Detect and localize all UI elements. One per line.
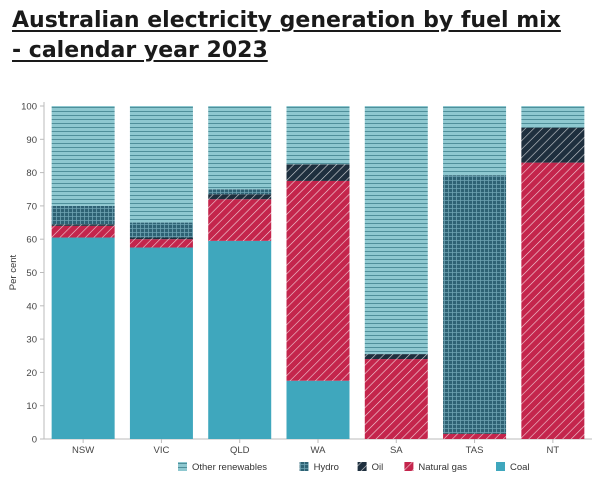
y-tick-label: 60 <box>26 235 37 246</box>
bar-segment-nt-natural-gas <box>521 162 585 440</box>
y-tick-label: 0 <box>32 435 37 446</box>
bar-segment-vic-other-renewables <box>129 106 193 223</box>
bar-segment-vic-oil <box>129 237 193 240</box>
y-tick-label: 70 <box>26 201 37 212</box>
x-tick-label-wa: WA <box>311 445 327 456</box>
chart-axes: 0 10 20 30 40 50 60 70 80 90 100 Per cent NSW VIC QLD W… <box>8 102 592 456</box>
chart-bars <box>51 106 585 440</box>
bar-segment-nsw-coal <box>51 237 115 439</box>
chart-legend: Other renewables Hydro Oil Natural gas Coal <box>178 462 530 473</box>
bar-segment-nsw-other-renewables <box>51 106 115 206</box>
legend-item-oil[interactable]: Oil <box>357 462 384 473</box>
y-tick-label: 30 <box>26 335 37 346</box>
bar-segment-qld-coal <box>208 240 272 439</box>
y-tick-label: 50 <box>26 268 37 279</box>
bar-segment-qld-hydro <box>208 189 272 195</box>
bar-segment-tas-natural-gas <box>443 434 507 439</box>
x-tick-label-sa: SA <box>390 445 403 456</box>
bar-segment-tas-oil <box>443 433 507 435</box>
bar-segment-sa-natural-gas <box>364 359 428 439</box>
legend-label-other-renewables: Other renewables <box>192 462 267 473</box>
bar-segment-tas-hydro <box>443 175 507 434</box>
bar-segment-nsw-oil <box>51 224 115 226</box>
bar-segment-nsw-hydro <box>51 205 115 225</box>
bar-segment-nt-other-renewables <box>521 106 585 128</box>
legend-item-coal[interactable]: Coal <box>496 462 530 473</box>
bar-segment-wa-coal <box>286 380 350 439</box>
x-tick-label-nt: NT <box>547 445 560 456</box>
y-tick-label: 20 <box>26 368 37 379</box>
bar-segment-sa-other-renewables <box>364 106 428 355</box>
y-tick-label: 10 <box>26 401 37 412</box>
y-tick-label: 80 <box>26 168 37 179</box>
y-tick-label: 90 <box>26 135 37 146</box>
legend-label-hydro: Hydro <box>314 462 339 473</box>
bar-segment-wa-other-renewables <box>286 106 350 165</box>
x-tick-label-qld: QLD <box>230 445 250 456</box>
legend-label-natural-gas: Natural gas <box>418 462 467 473</box>
bar-segment-vic-natural-gas <box>129 239 193 248</box>
legend-swatch-natural-gas <box>404 462 414 471</box>
chart-title-line-1: Australian electricity generation by fue… <box>12 8 561 33</box>
bar-segment-qld-natural-gas <box>208 199 272 241</box>
bar-segment-nt-oil <box>521 127 585 163</box>
bar-segment-wa-natural-gas <box>286 180 350 381</box>
chart-title: Australian electricity generation by fue… <box>12 6 592 66</box>
legend-item-hydro[interactable]: Hydro <box>299 462 339 473</box>
bar-segment-sa-oil <box>364 354 428 360</box>
legend-swatch-hydro <box>299 462 309 471</box>
legend-label-oil: Oil <box>372 462 384 473</box>
bar-segment-vic-hydro <box>129 222 193 238</box>
bar-segment-vic-coal <box>129 247 193 439</box>
legend-swatch-other-renewables <box>178 462 187 471</box>
x-tick-label-nsw: NSW <box>72 445 94 456</box>
legend-label-coal: Coal <box>510 462 530 473</box>
legend-swatch-coal <box>496 462 505 471</box>
y-axis-label: Per cent <box>8 254 19 290</box>
legend-item-natural-gas[interactable]: Natural gas <box>404 462 467 473</box>
legend-swatch-oil <box>357 462 367 471</box>
bar-segment-tas-other-renewables <box>443 106 507 176</box>
x-tick-label-vic: VIC <box>154 445 170 456</box>
x-tick-label-tas: TAS <box>466 445 484 456</box>
y-tick-label: 40 <box>26 301 37 312</box>
bar-segment-qld-oil <box>208 194 272 200</box>
chart-title-line-2: - calendar year 2023 <box>12 38 268 63</box>
bar-segment-qld-other-renewables <box>208 106 272 190</box>
bar-segment-wa-oil <box>286 164 350 181</box>
bar-segment-nsw-natural-gas <box>51 225 115 238</box>
y-tick-label: 100 <box>21 102 37 113</box>
legend-item-other-renewables[interactable]: Other renewables <box>178 462 267 473</box>
